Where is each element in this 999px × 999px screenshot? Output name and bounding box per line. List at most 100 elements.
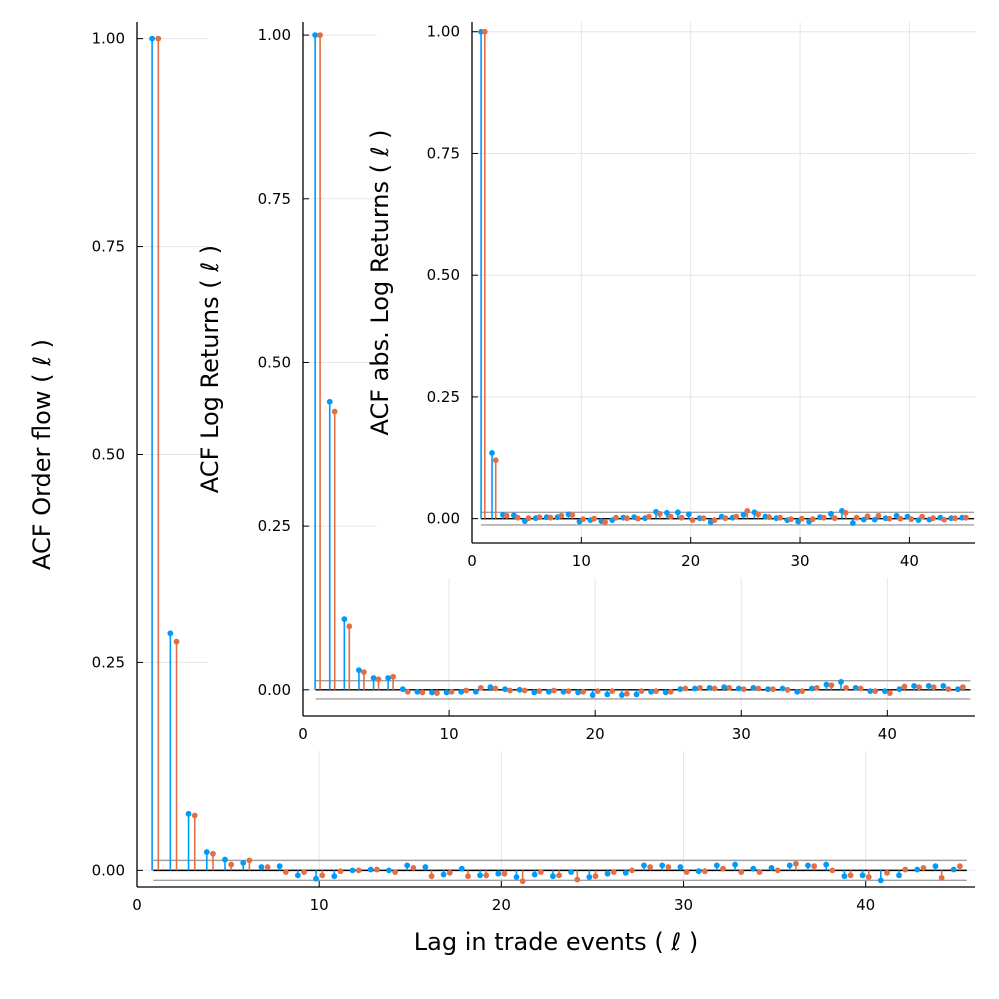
- data-point-2: [355, 867, 362, 874]
- y-tick-label: 0.50: [92, 446, 125, 464]
- data-point-2: [210, 850, 216, 857]
- data-point-2: [390, 673, 397, 680]
- data-point-2: [930, 684, 937, 691]
- data-point-2: [264, 864, 271, 870]
- x-tick-label: 40: [900, 552, 919, 570]
- data-point-2: [374, 866, 380, 873]
- data-point-1: [940, 682, 947, 689]
- data-point-2: [667, 513, 674, 520]
- data-point-1: [841, 873, 848, 880]
- data-point-1: [487, 684, 494, 691]
- data-point-2: [829, 867, 836, 874]
- data-point-1: [531, 871, 538, 878]
- data-point-1: [867, 688, 874, 695]
- data-point-2: [682, 685, 689, 692]
- y-tick-label: 0.00: [427, 510, 460, 528]
- data-point-1: [604, 691, 611, 698]
- data-point-2: [191, 812, 198, 819]
- data-point-1: [545, 688, 552, 695]
- data-point-1: [367, 866, 374, 873]
- data-point-2: [678, 514, 685, 521]
- panel-3: 0 10 20 30 40 0.00 0.25 0.50 0.75 1.00 ACF abs. Lo…: [366, 17, 980, 578]
- data-point-2: [434, 690, 440, 696]
- data-point-2: [813, 684, 820, 691]
- data-point-2: [809, 516, 816, 523]
- data-point-2: [556, 872, 562, 879]
- y-tick-label: 1.00: [92, 30, 125, 48]
- data-point-1: [823, 861, 830, 868]
- data-point-2: [875, 512, 882, 519]
- data-point-1: [677, 864, 684, 870]
- data-point-2: [920, 864, 927, 871]
- data-point-2: [448, 688, 455, 695]
- x-tick-label: 30: [674, 896, 693, 914]
- data-point-1: [659, 862, 666, 869]
- data-point-1: [458, 688, 465, 695]
- x-tick-label: 0: [467, 552, 477, 570]
- data-point-1: [458, 865, 465, 872]
- data-point-2: [756, 869, 763, 875]
- data-point-2: [726, 684, 733, 691]
- data-point-2: [733, 513, 740, 520]
- data-point-2: [919, 513, 926, 520]
- x-tick-label: 20: [586, 725, 605, 743]
- data-point-1: [794, 688, 801, 695]
- data-point-2: [908, 516, 915, 523]
- data-point-1: [713, 862, 720, 869]
- data-point-2: [514, 514, 521, 521]
- data-point-2: [738, 869, 745, 875]
- data-point-1: [349, 867, 356, 874]
- data-point-2: [930, 515, 937, 522]
- data-point-2: [558, 512, 565, 519]
- data-point-1: [706, 684, 713, 691]
- data-point-1: [326, 398, 333, 405]
- data-point-1: [950, 866, 957, 873]
- data-point-1: [404, 862, 411, 869]
- data-point-2: [536, 514, 543, 521]
- data-point-1: [641, 862, 647, 869]
- data-point-2: [410, 864, 417, 871]
- data-point-1: [675, 509, 681, 516]
- data-point-2: [613, 514, 619, 521]
- data-point-2: [938, 874, 945, 881]
- data-point-2: [155, 35, 162, 42]
- data-point-2: [740, 686, 747, 693]
- data-point-2: [525, 515, 532, 522]
- data-point-2: [799, 688, 806, 695]
- x-tick-label: 30: [732, 725, 751, 743]
- data-point-2: [521, 687, 528, 694]
- data-point-2: [777, 514, 783, 521]
- data-point-1: [750, 684, 757, 691]
- y-tick-label: 0.25: [92, 653, 125, 671]
- data-point-2: [610, 869, 617, 875]
- data-point-1: [662, 689, 669, 696]
- data-point-2: [392, 869, 399, 875]
- data-point-2: [788, 516, 794, 523]
- data-point-1: [414, 688, 421, 695]
- data-point-2: [569, 511, 576, 518]
- data-point-2: [404, 688, 411, 695]
- data-point-1: [622, 869, 629, 876]
- data-point-1: [331, 873, 338, 880]
- data-point-1: [502, 686, 508, 693]
- data-point-1: [203, 849, 210, 855]
- data-point-1: [808, 685, 815, 692]
- data-point-2: [173, 638, 180, 645]
- data-point-1: [312, 32, 319, 38]
- data-point-1: [149, 35, 156, 42]
- data-point-2: [246, 857, 253, 864]
- data-point-2: [547, 514, 554, 521]
- data-point-2: [831, 515, 838, 522]
- data-point-2: [700, 515, 707, 522]
- data-point-2: [886, 690, 893, 696]
- data-point-2: [446, 869, 453, 876]
- data-point-1: [619, 692, 625, 698]
- y-tick-label: 0.75: [92, 238, 125, 256]
- data-point-2: [463, 687, 470, 694]
- data-point-1: [786, 862, 793, 869]
- data-point-1: [664, 509, 670, 516]
- data-point-2: [574, 876, 581, 883]
- data-point-2: [536, 688, 543, 695]
- data-point-1: [589, 692, 596, 698]
